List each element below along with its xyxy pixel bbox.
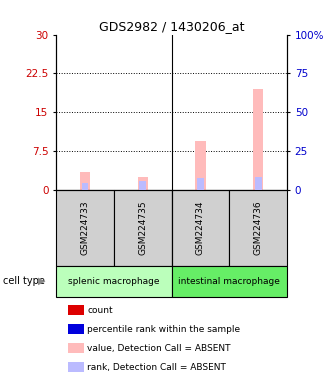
Title: GDS2982 / 1430206_at: GDS2982 / 1430206_at: [99, 20, 244, 33]
Text: splenic macrophage: splenic macrophage: [68, 276, 160, 286]
Text: cell type: cell type: [3, 276, 45, 286]
Bar: [68, 343, 84, 353]
Text: rank, Detection Call = ABSENT: rank, Detection Call = ABSENT: [87, 362, 226, 372]
Text: GSM224733: GSM224733: [81, 200, 89, 255]
Bar: [56, 190, 114, 266]
Text: GSM224736: GSM224736: [254, 200, 263, 255]
Bar: [68, 324, 84, 334]
Bar: [68, 305, 84, 315]
Text: percentile rank within the sample: percentile rank within the sample: [87, 325, 240, 334]
Text: intestinal macrophage: intestinal macrophage: [179, 276, 280, 286]
Bar: [139, 181, 146, 190]
Bar: [195, 141, 206, 190]
Bar: [255, 177, 262, 190]
Text: ▶: ▶: [38, 276, 46, 286]
Text: value, Detection Call = ABSENT: value, Detection Call = ABSENT: [87, 344, 231, 353]
Bar: [82, 183, 88, 190]
Bar: [138, 177, 148, 190]
Bar: [172, 266, 287, 296]
Bar: [80, 172, 90, 190]
Bar: [253, 89, 263, 190]
Bar: [229, 190, 287, 266]
Bar: [68, 362, 84, 372]
Bar: [56, 266, 172, 296]
Text: count: count: [87, 306, 113, 315]
Bar: [114, 190, 172, 266]
Text: GSM224734: GSM224734: [196, 200, 205, 255]
Bar: [197, 178, 204, 190]
Text: GSM224735: GSM224735: [138, 200, 147, 255]
Bar: [172, 190, 229, 266]
